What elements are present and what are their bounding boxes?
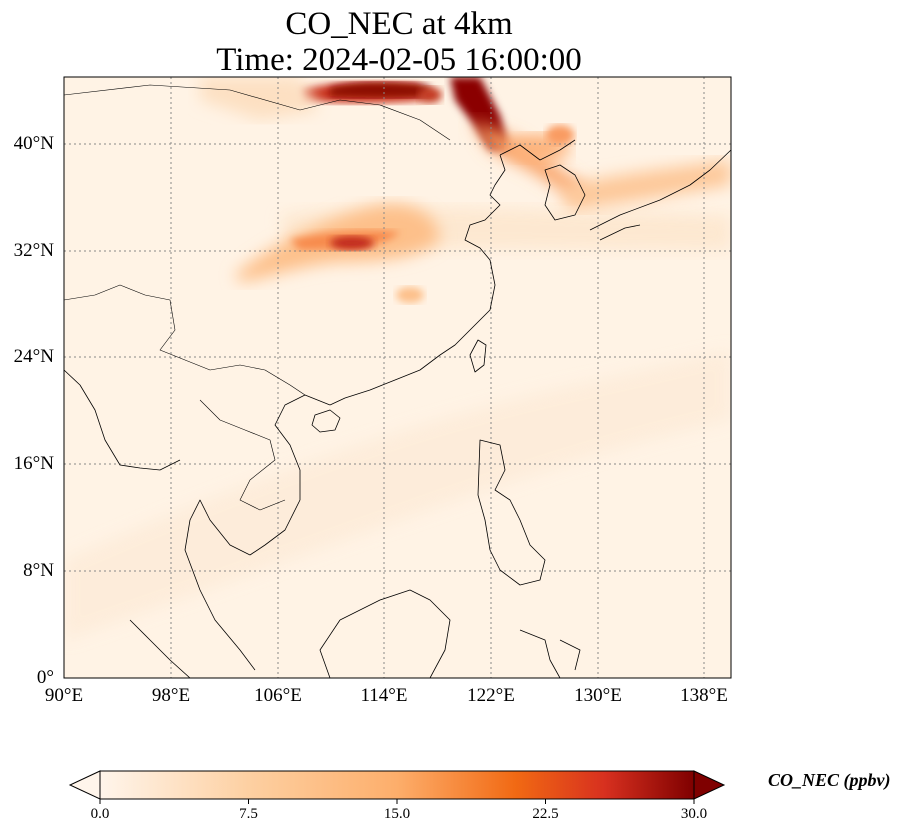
colorbar-tick-label: 0.0 [90, 806, 110, 822]
x-tick-label: 130°E [574, 685, 622, 706]
x-tick-label: 138°E [680, 685, 728, 706]
y-tick-label: 40°N [13, 133, 54, 154]
x-tick-label: 122°E [467, 685, 515, 706]
y-tick-label: 8°N [23, 560, 54, 581]
colorbar-extend-max [693, 770, 726, 800]
korea-japan-plume [560, 160, 731, 210]
colorbar-tick-label: 30.0 [680, 806, 708, 822]
x-tick-label: 114°E [360, 685, 408, 706]
colorbar-tick-label: 15.0 [383, 806, 411, 822]
colorbar-label: CO_NEC (ppbv) [768, 770, 891, 790]
map-frame [63, 76, 732, 679]
colorbar [68, 770, 726, 804]
y-tick-label: 32°N [13, 240, 54, 261]
x-tick-label: 98°E [151, 685, 191, 706]
colorbar-gradient [99, 770, 695, 800]
colorbar-tick-label: 22.5 [532, 806, 559, 822]
y-tick-label: 16°N [13, 453, 54, 474]
gridlines [64, 77, 731, 678]
x-tick-label: 106°E [254, 685, 302, 706]
y-tick-label: 24°N [13, 346, 54, 367]
figure-subtitle-time: Time: 2024-02-05 16:00:00 [216, 42, 582, 78]
y-tick-label: 0° [36, 667, 54, 688]
x-tick-label: 90°E [44, 685, 84, 706]
colorbar-extend-min [68, 770, 101, 800]
coastlines [64, 84, 731, 678]
figure-title: CO_NEC at 4km [285, 6, 513, 42]
colorbar-tick-label: 7.5 [239, 806, 258, 822]
